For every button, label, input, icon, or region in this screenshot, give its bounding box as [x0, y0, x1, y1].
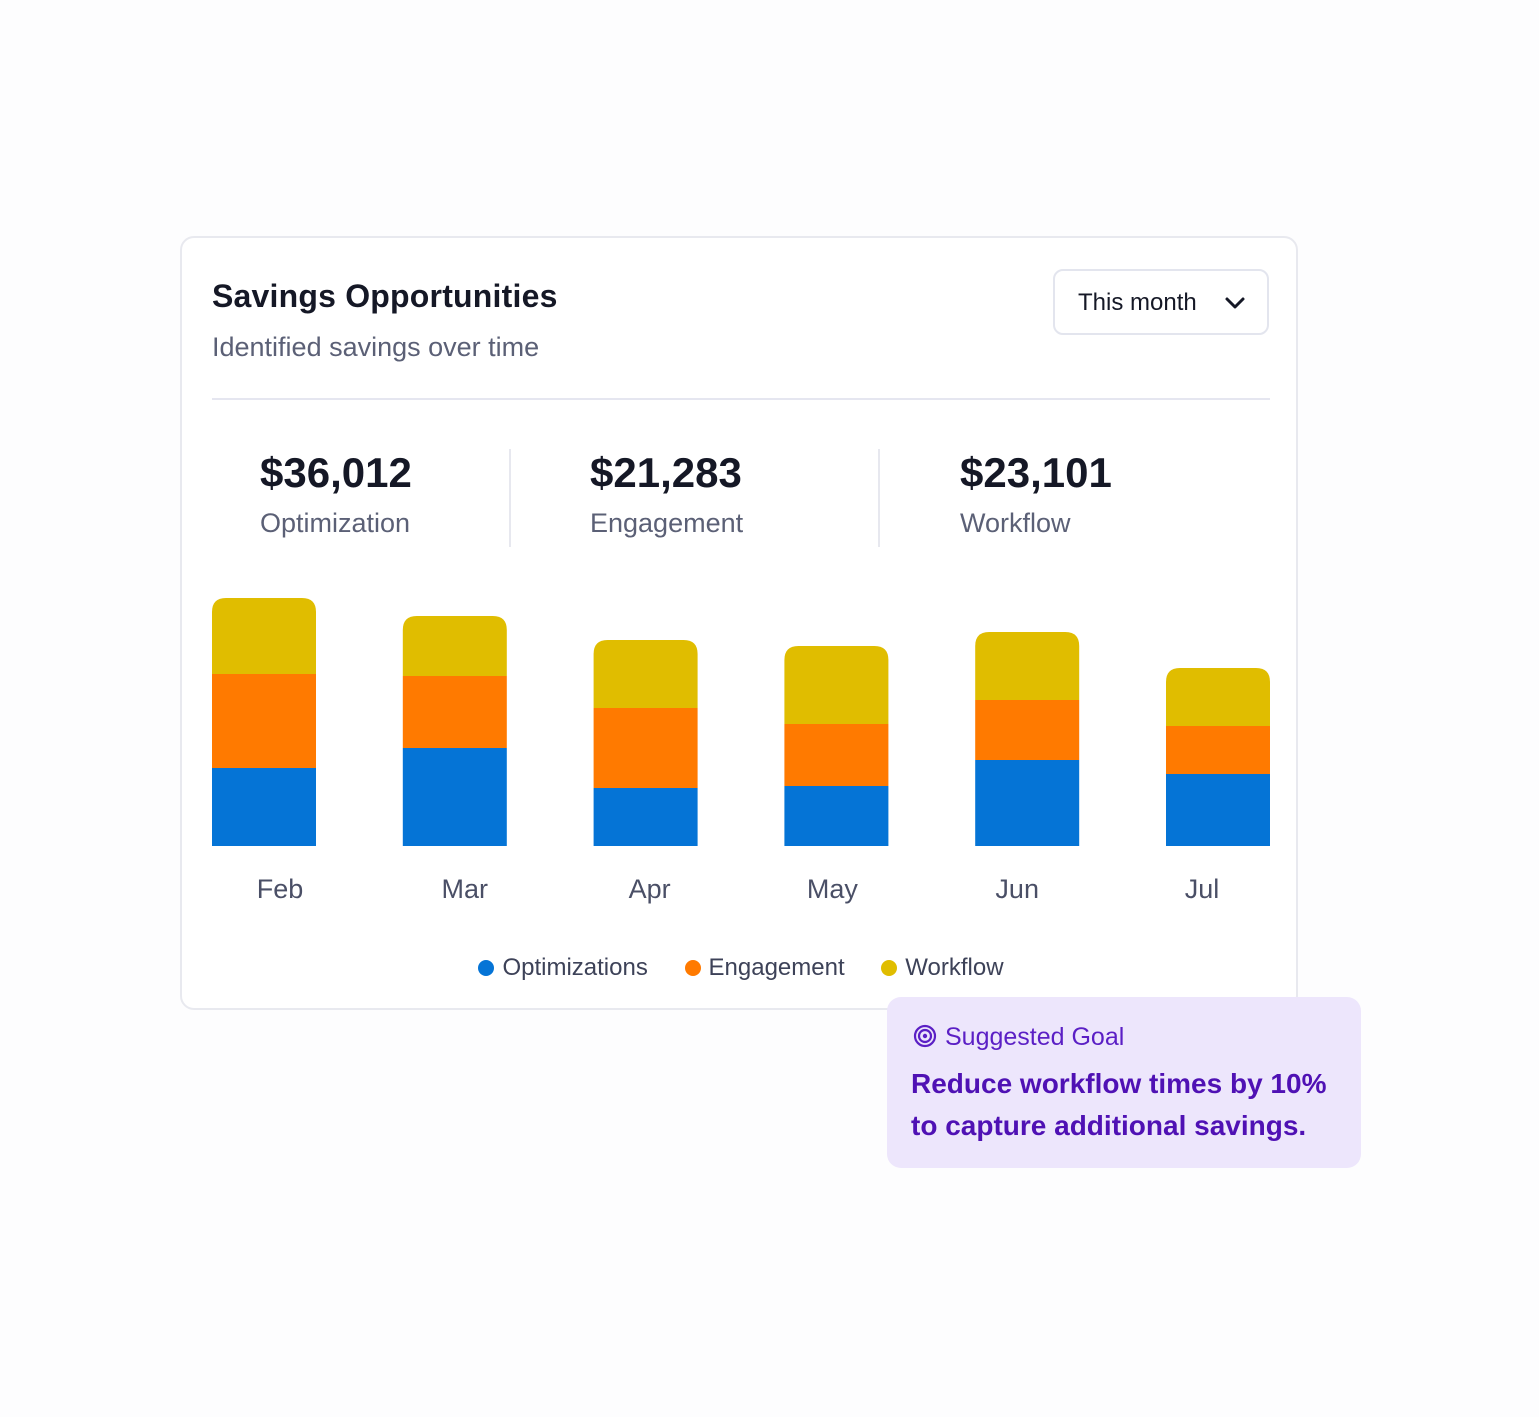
bar-segment-engagement-jun [975, 700, 1080, 760]
legend-item-workflow: Workflow [881, 953, 1004, 982]
stat-optimization: $36,012 Optimization [260, 448, 412, 548]
stat-separator [878, 449, 880, 547]
goal-text: Reduce workflow times by 10% to capture … [911, 1068, 1327, 1141]
legend-item-optimizations: Optimizations [478, 953, 648, 982]
x-tick-label: Apr [629, 874, 671, 904]
target-icon [913, 1024, 937, 1048]
savings-card: Savings Opportunities Identified savings… [180, 236, 1298, 1010]
bar-segment-workflow-jul [1166, 668, 1270, 726]
stat-workflow: $23,101 Workflow [960, 448, 1112, 548]
stat-caption: Optimization [260, 508, 411, 538]
stat-value: $21,283 [590, 449, 742, 496]
bar-segment-optimizations-may [784, 786, 889, 846]
x-tick-label: Jun [995, 874, 1039, 904]
bar-segment-workflow-apr [593, 640, 698, 708]
x-tick-label: Jul [1185, 874, 1220, 904]
stat-caption: Workflow [960, 508, 1071, 538]
legend-dot-workflow [881, 959, 898, 976]
suggested-goal-card[interactable]: Suggested Goal Reduce workflow times by … [887, 997, 1361, 1168]
header-divider [212, 398, 1270, 400]
bar-segment-engagement-may [784, 724, 889, 786]
chart-legend: Optimizations Engagement Workflow [182, 953, 1300, 982]
period-select[interactable]: This month [1053, 269, 1269, 335]
goal-header: Suggested Goal [913, 1023, 1124, 1053]
x-tick-label: Mar [442, 874, 489, 904]
bar-segment-workflow-mar [402, 616, 507, 676]
legend-dot-engagement [684, 959, 701, 976]
legend-label: Engagement [708, 953, 845, 981]
stat-value: $36,012 [260, 449, 412, 496]
stat-caption: Engagement [590, 508, 744, 538]
stat-separator [509, 449, 511, 547]
goal-label: Suggested Goal [945, 1023, 1125, 1051]
bar-segment-optimizations-apr [593, 788, 698, 846]
bar-segment-engagement-apr [593, 708, 698, 788]
bar-segment-workflow-feb [212, 598, 316, 674]
legend-label: Optimizations [502, 953, 648, 981]
bar-segment-workflow-may [784, 646, 889, 724]
stat-engagement: $21,283 Engagement [590, 448, 743, 548]
period-select-value: This month [1078, 289, 1197, 316]
stat-value: $23,101 [960, 449, 1112, 496]
card-title: Savings Opportunities [212, 278, 558, 314]
bar-segment-engagement-mar [402, 676, 507, 748]
legend-label: Workflow [905, 953, 1004, 981]
savings-bar-chart: Feb Mar Apr May Jun Jul [212, 598, 1270, 904]
x-tick-label: May [807, 874, 859, 904]
bar-segment-workflow-jun [975, 632, 1080, 700]
bar-segment-engagement-jul [1166, 726, 1270, 774]
card-subtitle: Identified savings over time [212, 332, 540, 362]
chevron-down-icon [1225, 297, 1245, 309]
bar-segment-optimizations-mar [402, 748, 507, 846]
legend-dot-optimizations [478, 959, 495, 976]
x-tick-label: Feb [257, 874, 304, 904]
bar-segment-optimizations-feb [212, 768, 316, 846]
bar-segment-optimizations-jun [975, 760, 1080, 846]
bar-segment-engagement-feb [212, 674, 316, 768]
legend-item-engagement: Engagement [684, 953, 845, 982]
bar-segment-optimizations-jul [1166, 774, 1270, 846]
